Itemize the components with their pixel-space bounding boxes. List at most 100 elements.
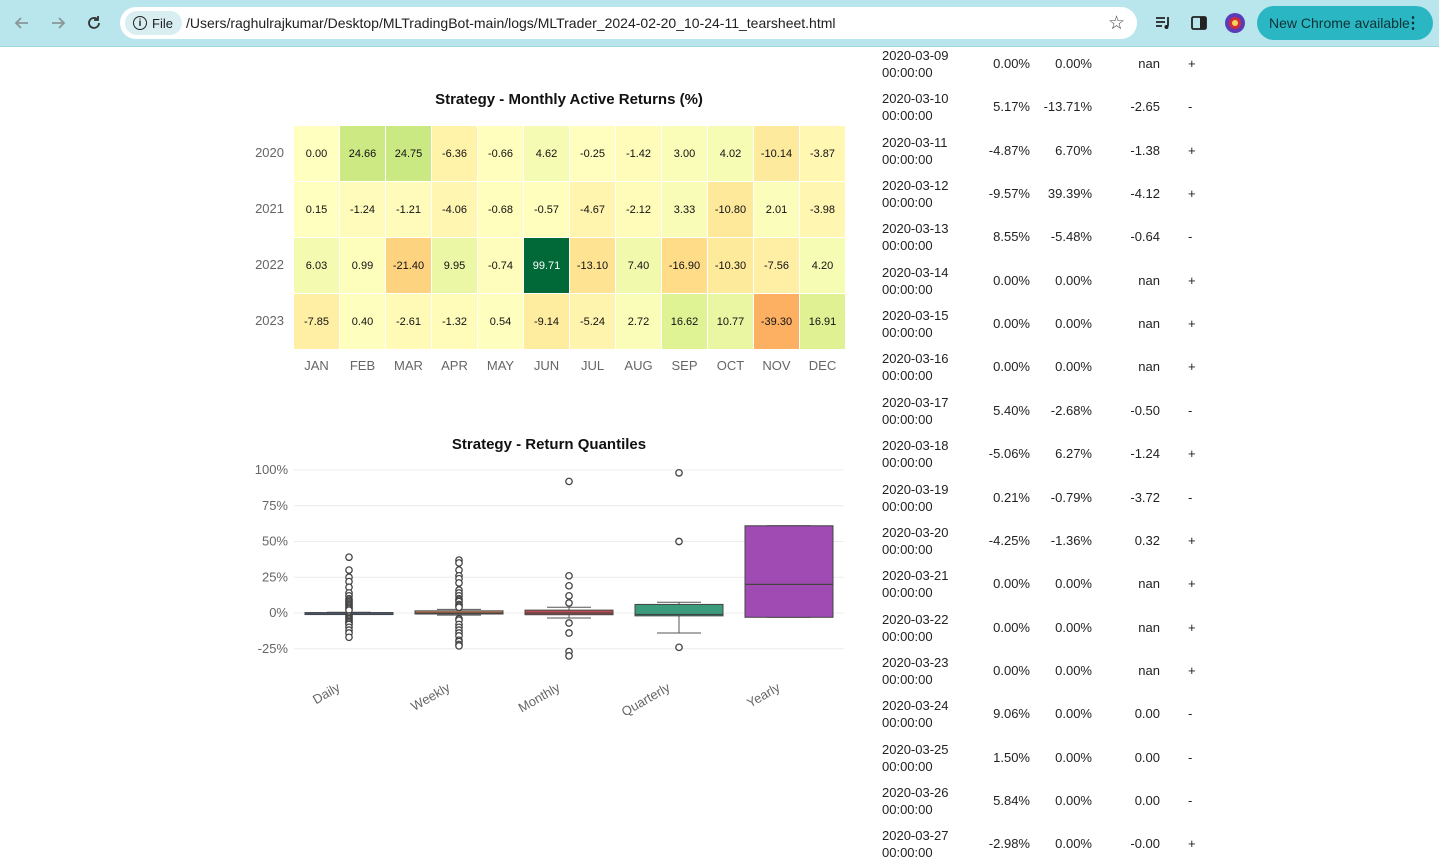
row-value-1: 5.17% [993,99,1030,115]
profile-icon[interactable] [1224,12,1246,34]
table-row: 2020-03-22 00:00:00 0.00% 0.00% nan + [882,611,1212,654]
row-value-1: 0.21% [993,489,1030,505]
heatmap-cell: 2.72 [616,294,661,349]
row-date-time: 00:00:00 [882,671,933,687]
reload-icon[interactable] [83,12,105,34]
row-value-1: 0.00% [993,316,1030,332]
outlier-point [565,652,573,660]
outlier-point [455,642,463,650]
info-icon: i [133,16,147,30]
row-date: 2020-03-27 00:00:00 [882,827,949,860]
heatmap-month-label: MAY [486,358,515,373]
row-sign: + [1188,662,1196,678]
heatmap-cell: -4.67 [570,182,615,237]
row-date: 2020-03-16 00:00:00 [882,350,949,384]
row-value-2: 0.00% [1055,662,1092,678]
heatmap-cell: 99.71 [524,238,569,293]
row-date-day: 2020-03-11 [882,134,948,150]
row-value-2: 6.70% [1055,142,1092,158]
y-tick-label: 75% [262,498,288,513]
row-date-day: 2020-03-17 [882,394,949,410]
row-sign: + [1188,359,1196,375]
url-text[interactable]: /Users/raghulrajkumar/Desktop/MLTradingB… [186,15,836,31]
heatmap-cell: -5.24 [570,294,615,349]
update-chrome-button[interactable]: New Chrome available ⋮ [1257,6,1433,40]
box-body [744,525,834,618]
media-control-icon[interactable] [1152,12,1174,34]
heatmap-year-label: 2022 [255,257,284,272]
heatmap-title: Strategy - Monthly Active Returns (%) [435,91,703,108]
heatmap-month-label: DEC [808,358,837,373]
x-category-label: Monthly [516,679,563,715]
forward-arrow-icon[interactable] [47,12,69,34]
heatmap-cell: 3.33 [662,182,707,237]
row-value-1: 9.06% [993,706,1030,722]
row-value-3: nan [1138,576,1160,592]
address-bar[interactable]: i File /Users/raghulrajkumar/Desktop/MLT… [120,7,1137,39]
row-value-1: 0.00% [993,576,1030,592]
back-arrow-icon[interactable] [11,12,33,34]
row-value-3: 0.00 [1134,706,1160,722]
star-icon[interactable]: ☆ [1107,13,1125,34]
outlier-point [565,629,573,637]
row-date-time: 00:00:00 [882,281,933,297]
row-sign: - [1188,489,1193,505]
row-date: 2020-03-15 00:00:00 [882,307,949,341]
row-value-3: nan [1138,619,1160,635]
row-value-3: nan [1138,56,1160,71]
update-chrome-label: New Chrome available [1269,15,1410,31]
row-value-1: -4.25% [988,532,1030,548]
site-info-chip[interactable]: i File [125,11,182,35]
heatmap-cell: 4.20 [800,238,845,293]
table-row: 2020-03-14 00:00:00 0.00% 0.00% nan + [882,264,1212,307]
row-date: 2020-03-26 00:00:00 [882,784,949,818]
heatmap-cell: -0.66 [478,126,523,181]
side-panel-icon[interactable] [1188,12,1210,34]
heatmap-month-label: JAN [304,358,329,373]
heatmap-cell: -16.90 [662,238,707,293]
row-date-time: 00:00:00 [882,801,933,817]
row-value-1: 0.00% [993,359,1030,375]
heatmap-cell: 3.00 [662,126,707,181]
heatmap-cell: -6.36 [432,126,477,181]
file-chip-label: File [152,15,173,31]
row-date: 2020-03-12 00:00:00 [882,177,949,211]
outlier-point [565,477,573,486]
row-value-3: -3.72 [1130,489,1160,505]
y-tick-label: 100% [255,462,289,477]
heatmap-cell: 0.99 [340,238,385,293]
heatmap-month-label: JUN [533,358,560,373]
row-value-2: 0.00% [1055,316,1092,332]
table-row: 2020-03-19 00:00:00 0.21% -0.79% -3.72 - [882,481,1212,524]
menu-dots-icon[interactable]: ⋮ [1405,15,1421,32]
heatmap-cell: -10.30 [708,238,753,293]
page-content: Strategy - Monthly Active Returns (%) 20… [0,47,1439,860]
row-date: 2020-03-24 00:00:00 [882,697,949,731]
heatmap-cell: -3.87 [800,126,845,181]
heatmap-cell: -2.61 [386,294,431,349]
row-date-time: 00:00:00 [882,498,933,514]
table-row: 2020-03-13 00:00:00 8.55% -5.48% -0.64 - [882,220,1212,263]
heatmap-cell: -4.06 [432,182,477,237]
row-date-time: 00:00:00 [882,585,933,601]
row-date-time: 00:00:00 [882,325,933,341]
row-date-day: 2020-03-23 [882,654,949,670]
row-date: 2020-03-10 00:00:00 [882,90,949,124]
row-date-day: 2020-03-12 [882,178,949,194]
row-value-2: 0.00% [1055,749,1092,765]
table-row: 2020-03-18 00:00:00 -5.06% 6.27% -1.24 + [882,437,1212,480]
row-value-1: 0.00% [993,56,1030,71]
row-date-day: 2020-03-10 [882,91,949,107]
row-value-1: 0.00% [993,662,1030,678]
row-value-3: 0.00 [1134,749,1160,765]
row-value-2: 0.00% [1055,272,1092,288]
table-row: 2020-03-12 00:00:00 -9.57% 39.39% -4.12 + [882,177,1212,220]
row-value-1: -4.87% [988,142,1030,158]
outlier-point [675,643,683,652]
heatmap-month-label: AUG [624,358,653,373]
heatmap-cell: -1.42 [616,126,661,181]
row-value-3: -4.12 [1130,186,1160,202]
row-date-day: 2020-03-24 [882,698,949,714]
heatmap-cell: 0.40 [340,294,385,349]
table-row: 2020-03-26 00:00:00 5.84% 0.00% 0.00 - [882,784,1212,827]
